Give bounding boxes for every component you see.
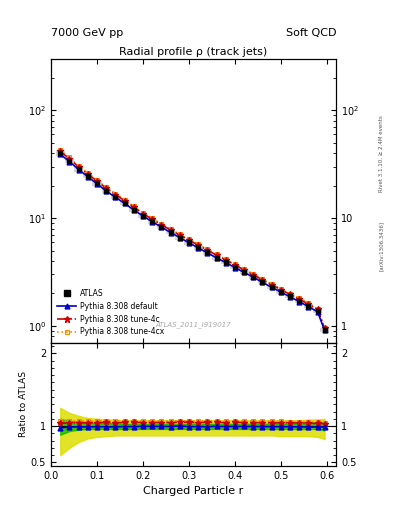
- X-axis label: Charged Particle r: Charged Particle r: [143, 486, 244, 496]
- Bar: [320, 328, 329, 332]
- Bar: [138, 214, 148, 218]
- Text: Soft QCD: Soft QCD: [286, 28, 336, 38]
- Bar: [212, 255, 221, 260]
- Bar: [175, 236, 184, 240]
- Y-axis label: Ratio to ATLAS: Ratio to ATLAS: [19, 371, 28, 437]
- Bar: [267, 285, 276, 289]
- Bar: [203, 250, 212, 254]
- Bar: [285, 294, 295, 298]
- Bar: [129, 207, 138, 212]
- Title: Radial profile ρ (track jets): Radial profile ρ (track jets): [119, 47, 268, 57]
- Text: ATLAS_2011_I919017: ATLAS_2011_I919017: [156, 322, 231, 328]
- Legend: ATLAS, Pythia 8.308 default, Pythia 8.308 tune-4c, Pythia 8.308 tune-4cx: ATLAS, Pythia 8.308 default, Pythia 8.30…: [55, 287, 167, 339]
- Bar: [56, 151, 65, 156]
- Bar: [102, 188, 111, 193]
- Bar: [120, 201, 129, 205]
- Bar: [239, 270, 249, 274]
- Bar: [221, 260, 230, 264]
- Bar: [111, 195, 120, 199]
- Bar: [258, 280, 267, 284]
- Bar: [184, 240, 193, 245]
- Bar: [83, 174, 92, 179]
- Bar: [92, 181, 102, 186]
- Bar: [230, 265, 239, 269]
- Bar: [193, 245, 203, 249]
- Bar: [166, 230, 175, 234]
- Bar: [304, 304, 313, 308]
- Bar: [276, 290, 285, 294]
- Bar: [65, 158, 74, 163]
- Text: Rivet 3.1.10, ≥ 2.4M events: Rivet 3.1.10, ≥ 2.4M events: [379, 115, 384, 192]
- Bar: [157, 225, 166, 229]
- Bar: [313, 309, 322, 313]
- Bar: [148, 220, 157, 224]
- Bar: [295, 299, 304, 303]
- Text: 7000 GeV pp: 7000 GeV pp: [51, 28, 123, 38]
- Bar: [249, 275, 258, 279]
- Text: [arXiv:1306.3436]: [arXiv:1306.3436]: [379, 221, 384, 271]
- Bar: [74, 167, 83, 172]
